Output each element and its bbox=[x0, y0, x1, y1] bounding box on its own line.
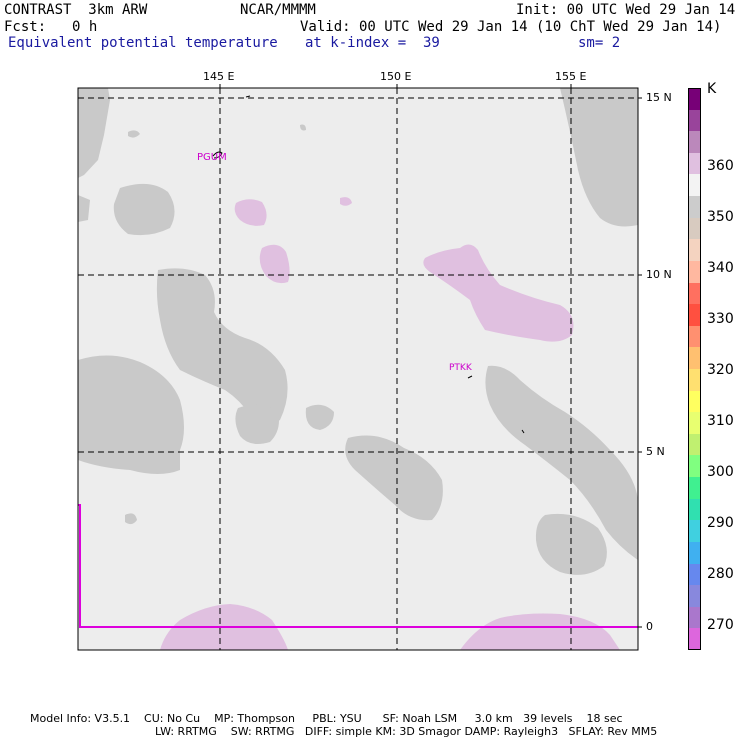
lon-label-155: 155 E bbox=[555, 70, 587, 83]
contour-350-regions bbox=[78, 88, 638, 575]
forecast-label: Fcst: bbox=[4, 19, 47, 35]
map-frame bbox=[77, 87, 639, 651]
colorbar-label-330: 330 bbox=[707, 311, 734, 327]
model-info-line2: LW: RRTMG SW: RRTMG DIFF: simple KM: 3D … bbox=[155, 725, 658, 738]
colorbar-label-320: 320 bbox=[707, 362, 734, 378]
coastline-marks bbox=[212, 95, 525, 434]
station-label-pgum: PGUM bbox=[197, 152, 227, 163]
colorbar-label-360: 360 bbox=[707, 158, 734, 174]
valid-time: Valid: 00 UTC Wed 29 Jan 14 (10 ChT Wed … bbox=[300, 19, 722, 35]
init-time: Init: 00 UTC Wed 29 Jan 14 bbox=[516, 2, 736, 18]
lat-label-10n: 10 N bbox=[646, 268, 672, 281]
colorbar-label-350: 350 bbox=[707, 209, 734, 225]
smoothing-label: sm= 2 bbox=[578, 35, 621, 51]
forecast-hour: 0 h bbox=[72, 19, 98, 35]
level-label: at k-index = 39 bbox=[305, 35, 440, 51]
colorbar-label-270: 270 bbox=[707, 617, 734, 633]
model-info-line1: Model Info: V3.5.1 CU: No Cu MP: Thompso… bbox=[30, 712, 623, 725]
org-label: NCAR/MMMM bbox=[240, 2, 316, 18]
colorbar-label-310: 310 bbox=[707, 413, 734, 429]
colorbar-label-300: 300 bbox=[707, 464, 734, 480]
lon-label-145: 145 E bbox=[203, 70, 235, 83]
lat-label-0: 0 bbox=[646, 620, 653, 633]
colorbar-label-280: 280 bbox=[707, 566, 734, 582]
colorbar-unit: K bbox=[707, 81, 717, 97]
lon-label-150: 150 E bbox=[380, 70, 412, 83]
model-title: CONTRAST 3km ARW bbox=[4, 2, 148, 18]
lat-label-5n: 5 N bbox=[646, 445, 665, 458]
colorbar-label-340: 340 bbox=[707, 260, 734, 276]
axis-ticks bbox=[219, 84, 642, 628]
colorbar-frame bbox=[688, 88, 701, 650]
station-label-ptkk: PTKK bbox=[449, 363, 472, 373]
lat-label-15n: 15 N bbox=[646, 91, 672, 104]
domain-boundary bbox=[78, 504, 638, 628]
colorbar-label-290: 290 bbox=[707, 515, 734, 531]
lat-lon-grid bbox=[78, 88, 638, 650]
contour-fill-layer bbox=[78, 88, 638, 650]
field-name: Equivalent potential temperature bbox=[8, 35, 278, 51]
